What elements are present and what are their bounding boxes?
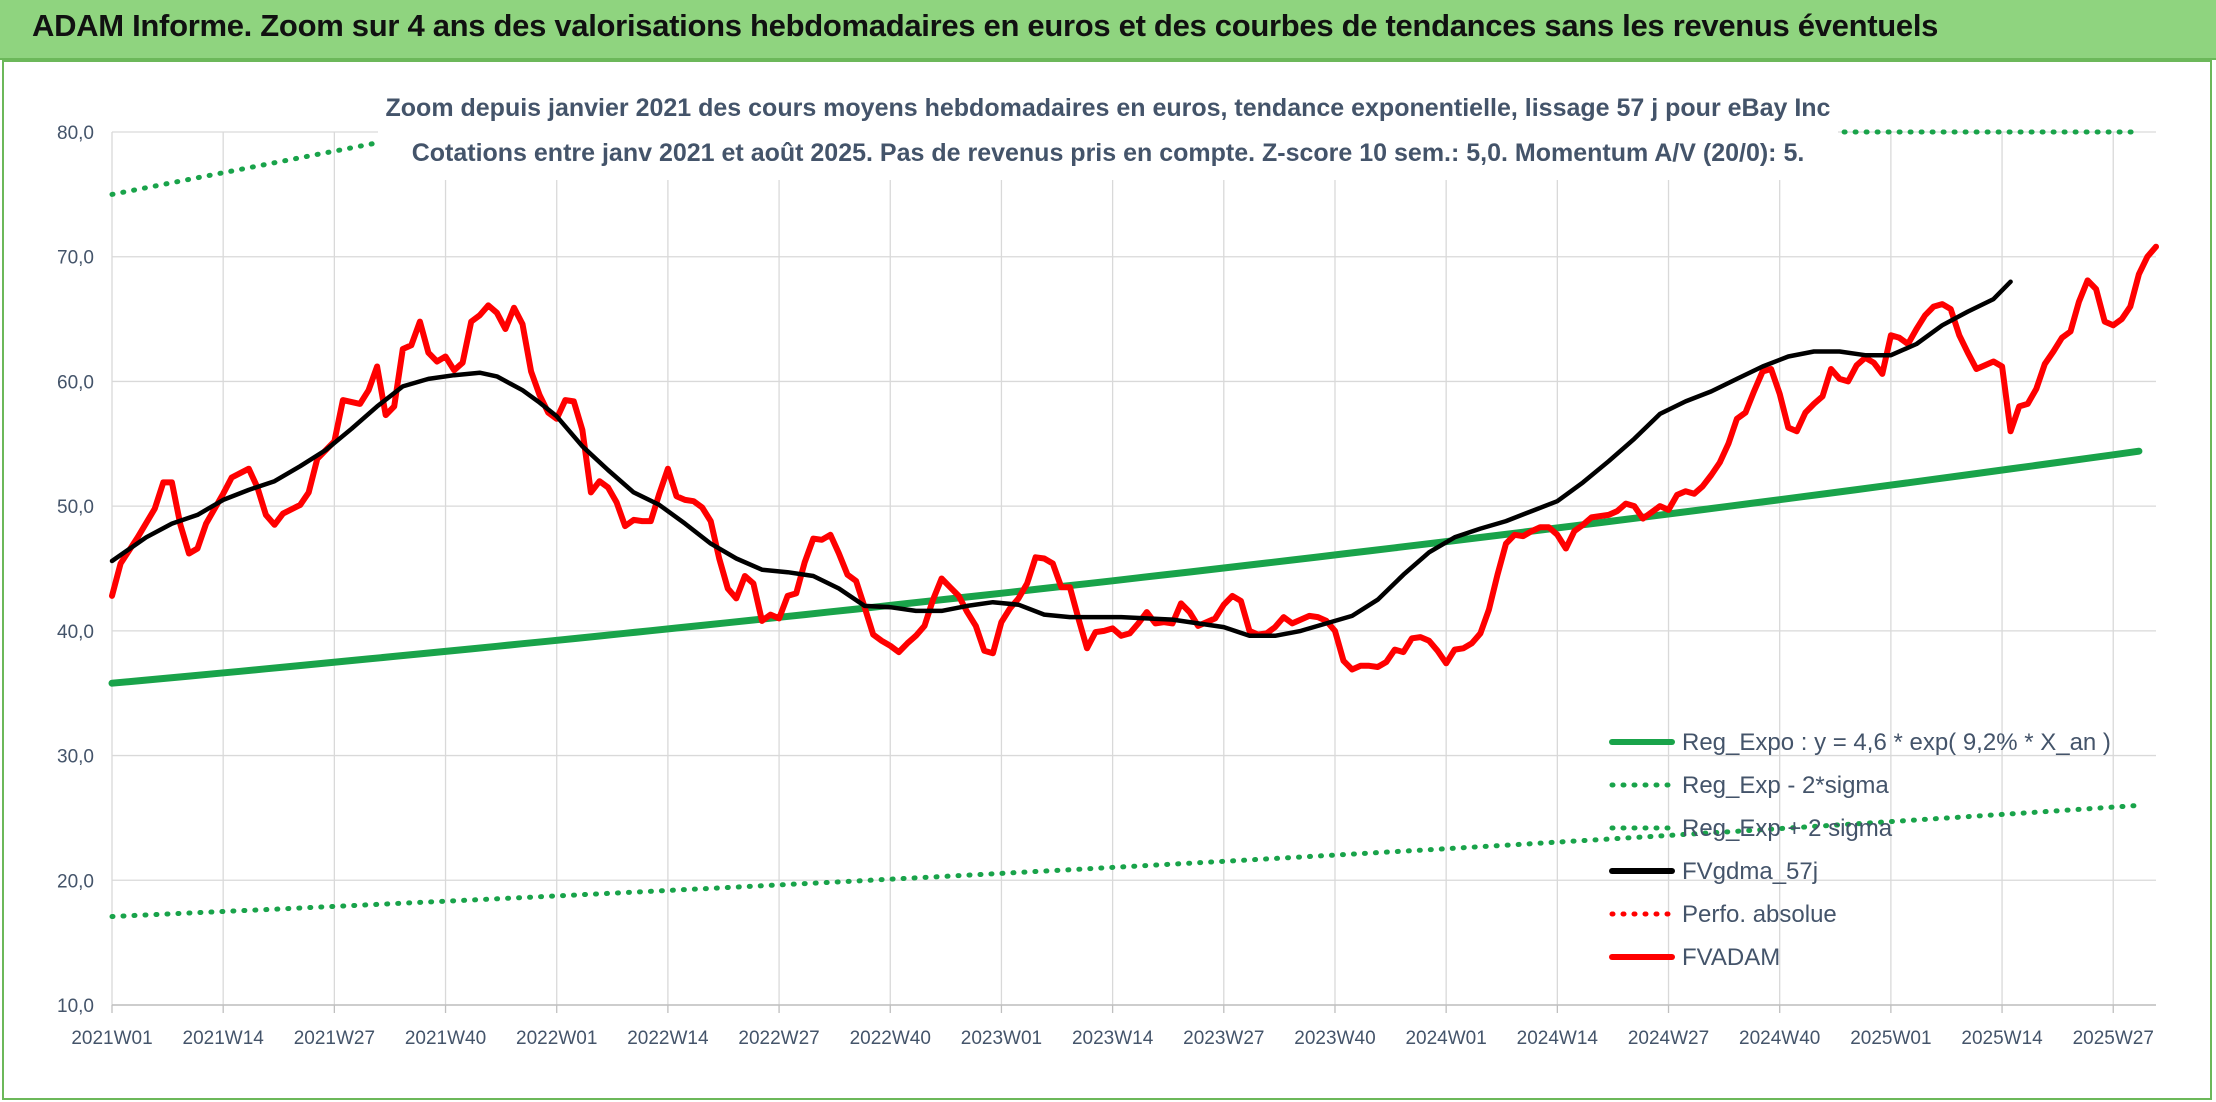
- series-line-0: [108, 447, 2143, 687]
- legend-label: Reg_Exp - 2*sigma: [1682, 772, 1889, 799]
- y-tick-label: 30,0: [57, 747, 94, 768]
- legend-label: Perfo. absolue: [1682, 901, 1837, 928]
- y-tick-label: 50,0: [57, 497, 94, 518]
- series-line-3: [109, 279, 2013, 639]
- legend-label: Reg_Expo : y = 4,6 * exp( 9,2% * X_an ): [1682, 729, 2111, 756]
- x-tick-label: 2023W14: [1072, 1028, 1154, 1049]
- series-line-5: [109, 243, 2159, 673]
- x-tick-label: 2023W27: [1183, 1028, 1264, 1049]
- y-tick-label: 80,0: [57, 123, 94, 144]
- legend-label: FVADAM: [1682, 944, 1780, 971]
- x-tick-label: 2021W01: [71, 1028, 152, 1049]
- x-tick-label: 2025W01: [1850, 1028, 1931, 1049]
- x-tick-label: 2025W14: [1961, 1028, 2043, 1049]
- chart-legend: Reg_Expo : y = 4,6 * exp( 9,2% * X_an ) R…: [1609, 729, 2111, 971]
- x-axis-ticks: 2021W01 2021W14 2021W27 2021W40 2022W01 2022W…: [71, 1028, 2154, 1049]
- chart-subtitle-1: Zoom depuis janvier 2021 des cours moyen…: [386, 94, 1831, 122]
- x-tick-label: 2023W01: [961, 1028, 1042, 1049]
- x-tick-label: 2024W14: [1517, 1028, 1599, 1049]
- x-tick-label: 2024W01: [1405, 1028, 1486, 1049]
- legend-label: FVgdma_57j: [1682, 858, 1818, 885]
- x-tick-label: 2023W40: [1294, 1028, 1375, 1049]
- y-tick-label: 10,0: [57, 996, 94, 1017]
- subtitle-background: [378, 80, 1838, 180]
- x-tick-label: 2021W14: [183, 1028, 265, 1049]
- y-axis-ticks: 10,0 20,0 30,0 40,0 50,0 60,0 70,0 80,0: [57, 123, 94, 1017]
- x-tick-label: 2024W27: [1628, 1028, 1709, 1049]
- y-tick-label: 70,0: [57, 248, 94, 269]
- title-banner: ADAM Informe. Zoom sur 4 ans des valoris…: [0, 0, 2216, 60]
- x-tick-label: 2022W40: [850, 1028, 931, 1049]
- gridlines: [111, 131, 2156, 1013]
- page-title: ADAM Informe. Zoom sur 4 ans des valoris…: [32, 8, 1939, 43]
- x-tick-label: 2021W40: [405, 1028, 486, 1049]
- x-tick-label: 2022W01: [516, 1028, 597, 1049]
- y-tick-label: 20,0: [57, 871, 94, 892]
- x-tick-label: 2025W27: [2073, 1028, 2154, 1049]
- y-tick-label: 40,0: [57, 622, 94, 643]
- series-line-1: [109, 802, 2142, 919]
- x-tick-label: 2021W27: [294, 1028, 375, 1049]
- y-tick-label: 60,0: [57, 372, 94, 393]
- x-tick-label: 2022W14: [627, 1028, 709, 1049]
- subtitle-group: Zoom depuis janvier 2021 des cours moyen…: [378, 80, 1838, 180]
- x-tick-label: 2024W40: [1739, 1028, 1820, 1049]
- chart-frame: [2, 60, 2212, 1100]
- x-tick-label: 2022W27: [738, 1028, 819, 1049]
- legend-label: Reg_Exp + 2 sigma: [1682, 815, 1893, 842]
- chart-subtitle-2: Cotations entre janv 2021 et août 2025. …: [412, 139, 1805, 167]
